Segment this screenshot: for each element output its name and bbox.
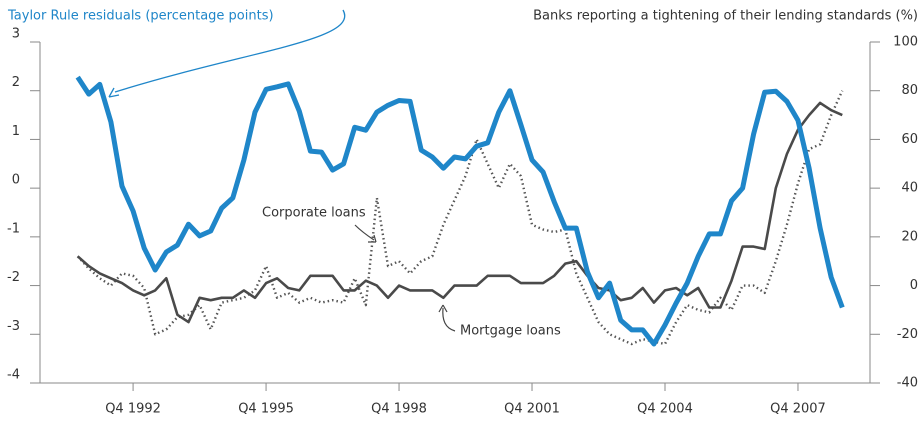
y2-tick-label: 60 (901, 132, 918, 147)
arrow-head (438, 304, 448, 313)
y2-tick-label: 40 (901, 181, 918, 196)
x-tick-label: Q4 2007 (770, 402, 826, 417)
y-tick-label: 2 (12, 75, 20, 90)
arrow-head (108, 87, 120, 98)
y-tick-label: 3 (12, 27, 20, 42)
series-line (76, 101, 843, 324)
x-tick-label: Q4 2001 (504, 402, 560, 417)
y-tick-label: -4 (7, 368, 20, 383)
series-line (76, 90, 844, 346)
left-axis-label: Taylor Rule residuals (percentage points… (7, 9, 274, 24)
y2-tick-label: -20 (897, 327, 918, 342)
y-tick-label: -2 (7, 270, 20, 285)
mortgage-label: Mortgage loans (460, 324, 561, 339)
series-line (75, 75, 845, 347)
x-tick-label: Q4 1995 (238, 402, 294, 417)
corporate-label: Corporate loans (262, 206, 366, 221)
right-axis-label: Banks reporting a tightening of their le… (533, 9, 918, 24)
y-tick-label: -1 (7, 221, 20, 236)
arrow (442, 307, 456, 332)
y2-tick-label: 0 (910, 278, 918, 293)
x-tick-label: Q4 1998 (371, 402, 427, 417)
y-tick-label: 1 (12, 124, 20, 139)
y-tick-label: -3 (7, 319, 20, 334)
x-tick-label: Q4 2004 (637, 402, 693, 417)
y-tick-label: 0 (12, 173, 20, 188)
y2-tick-label: 100 (893, 35, 918, 50)
y2-tick-label: 80 (901, 83, 918, 98)
y2-tick-label: -40 (897, 376, 918, 391)
arrow (114, 9, 346, 93)
y2-tick-label: 20 (901, 229, 918, 244)
x-tick-label: Q4 1992 (105, 402, 161, 417)
arrow (354, 224, 375, 241)
